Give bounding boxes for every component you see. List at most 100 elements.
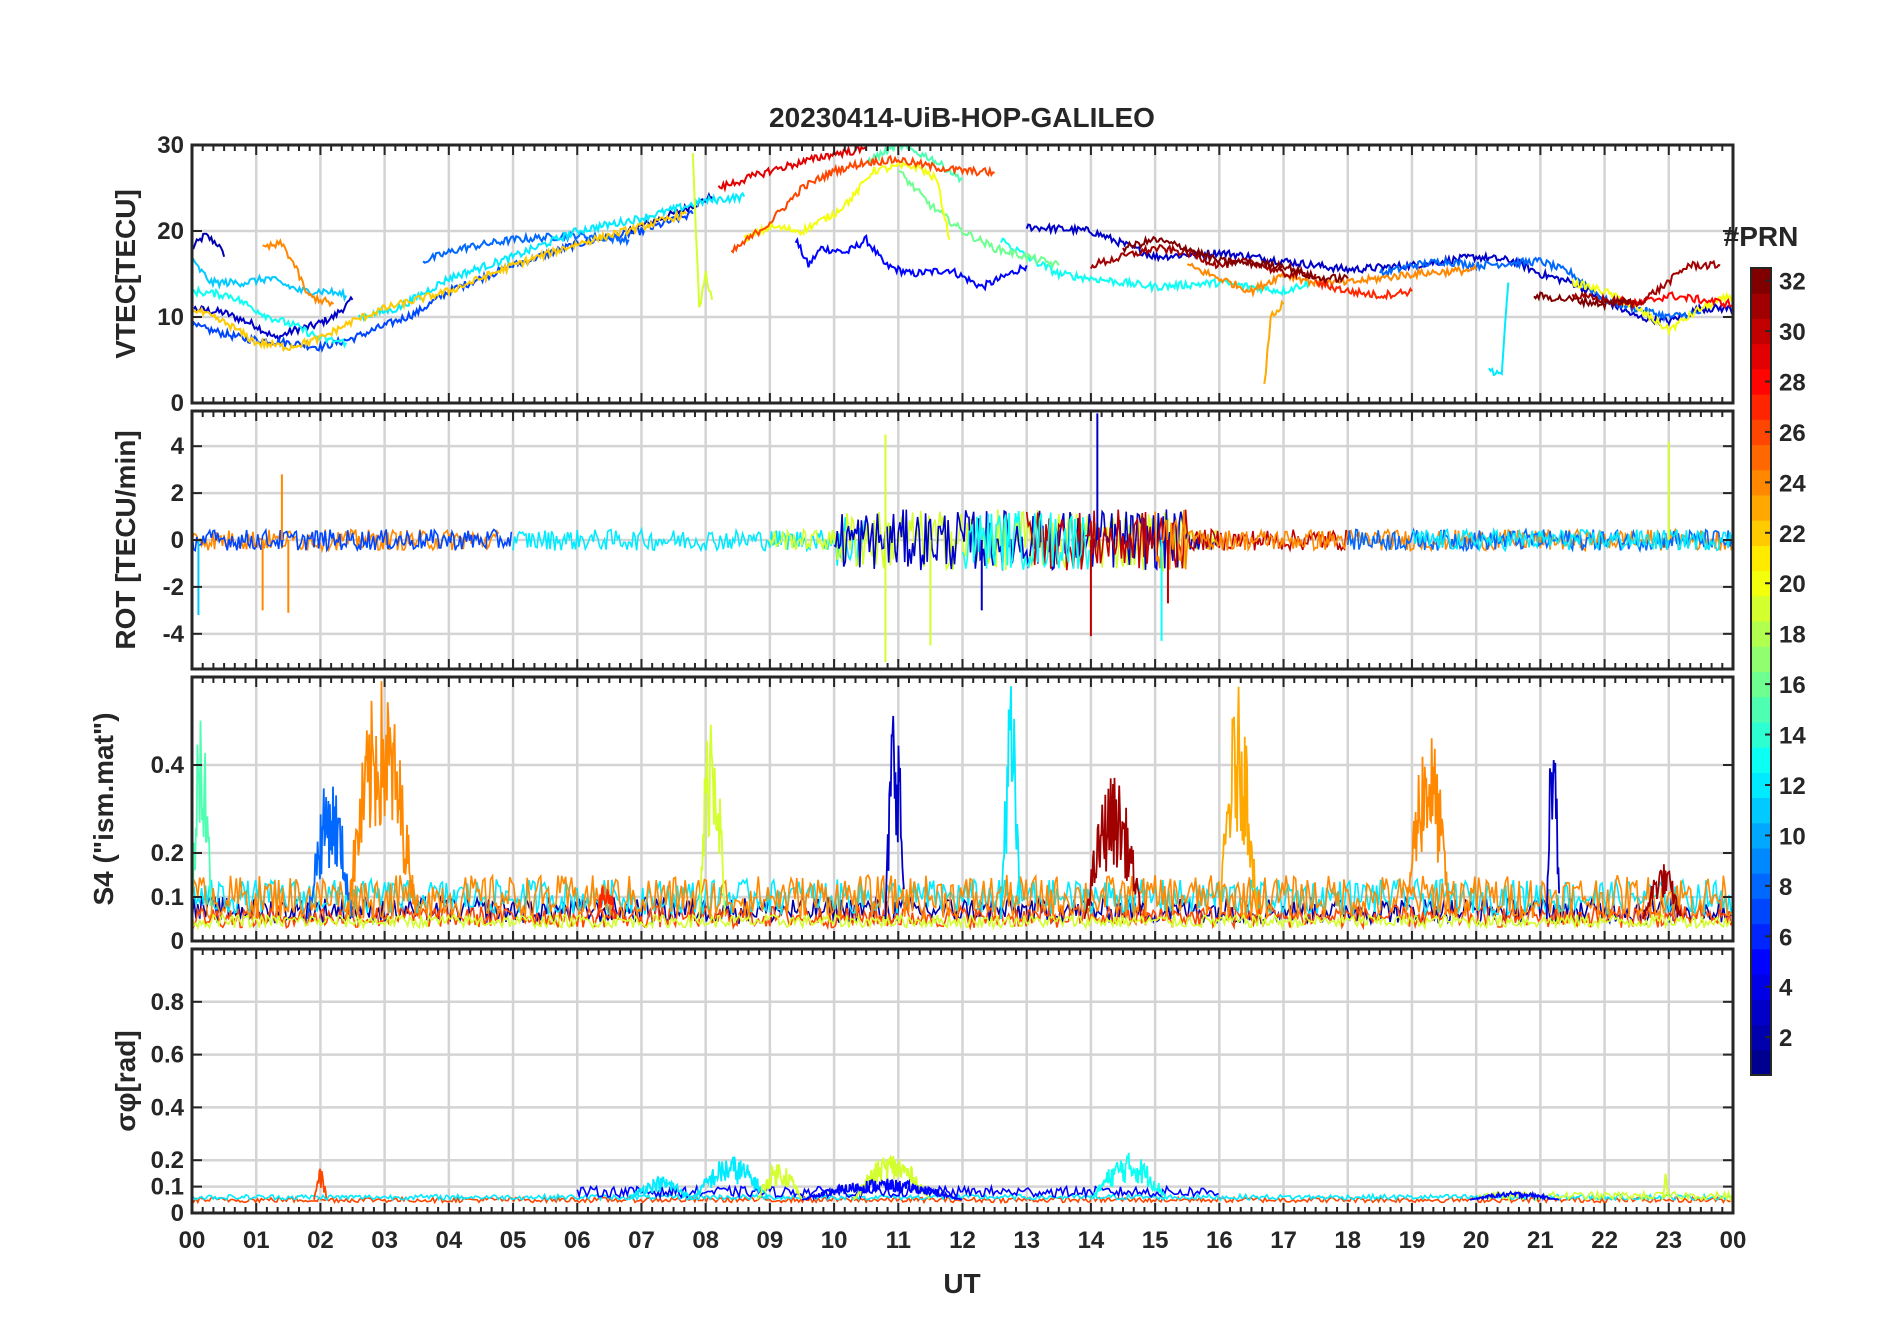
vtec-series-prn-13 [192, 285, 347, 349]
y-tick-label: -4 [163, 621, 185, 648]
colorbar-segment [1751, 873, 1771, 899]
colorbar-segment [1751, 621, 1771, 647]
colorbar-tick-label: 24 [1779, 470, 1806, 497]
y-tick-label: 0.8 [151, 989, 184, 1016]
rot-series-prn-12 [512, 517, 866, 566]
colorbar-tick-label: 22 [1779, 521, 1806, 548]
y-tick-label: 4 [171, 433, 185, 460]
burst-prn-24 [345, 681, 417, 920]
x-tick-label: 06 [564, 1227, 591, 1254]
colorbar-segment [1751, 318, 1771, 345]
colorbar-tick-label: 32 [1779, 269, 1806, 296]
colorbar-segment [1751, 721, 1771, 748]
colorbar-segment [1751, 469, 1771, 496]
x-tick-label: 16 [1206, 1227, 1233, 1254]
rot-series-prn-12 [1411, 526, 1733, 553]
burst-prn-19 [1661, 1173, 1670, 1200]
colorbar-tick-label: 28 [1779, 369, 1806, 396]
x-tick-label: 22 [1591, 1227, 1618, 1254]
vtec-series-prn-12 [1488, 282, 1510, 377]
y-tick-label: 10 [157, 304, 184, 331]
burst-prn-8 [306, 786, 354, 920]
baseline-series-prn-24 [192, 873, 1732, 921]
panel-ticks [191, 949, 1734, 1214]
y-tick-label: 0.4 [151, 752, 185, 779]
vtec-series-prn-16 [898, 170, 1060, 270]
colorbar-tick-label: 18 [1779, 622, 1806, 649]
x-tick-label: 07 [628, 1227, 655, 1254]
colorbar-segment [1751, 1024, 1771, 1051]
x-tick-label: 03 [371, 1227, 398, 1254]
vtec-series-prn-3 [192, 295, 354, 344]
rot-series-prn-3 [833, 509, 1219, 572]
x-tick-label: 02 [307, 1227, 334, 1254]
burst-prn-31 [1642, 864, 1682, 920]
panel-data [192, 1152, 1733, 1205]
vtec-series-prn-12 [358, 191, 746, 323]
colorbar-segment [1751, 747, 1771, 773]
colorbar-segment [1751, 671, 1771, 698]
x-tick-label: 13 [1013, 1227, 1040, 1254]
colorbar-tick-label: 8 [1779, 874, 1792, 901]
colorbar-tick-label: 2 [1779, 1025, 1792, 1052]
y-tick-label: -2 [163, 574, 184, 601]
colorbar-segment [1751, 494, 1771, 521]
colorbar-tick-label: 4 [1779, 975, 1793, 1002]
vtec-series-prn-11 [192, 257, 348, 303]
vtec-series-prn-28 [1616, 291, 1733, 310]
burst-prn-3 [1545, 760, 1560, 920]
x-tick-label: 18 [1334, 1227, 1361, 1254]
y-tick-label: 2 [171, 480, 184, 507]
baseline-series-prn-12 [192, 1192, 1732, 1202]
colorbar-tick-label: 30 [1779, 319, 1806, 346]
vtec-series-prn-13 [1000, 237, 1311, 297]
x-tick-label: 10 [821, 1227, 848, 1254]
colorbar-tick-label: 12 [1779, 773, 1806, 800]
baseline-series-prn-19 [192, 911, 1732, 931]
colorbar-segment [1751, 898, 1771, 925]
x-tick-label: 12 [949, 1227, 976, 1254]
x-tick-label: 05 [500, 1227, 527, 1254]
panel-ticks [191, 411, 1734, 669]
vtec-series-prn-31 [1571, 259, 1721, 311]
rot-series-prn-24 [192, 528, 500, 554]
panel-2: -4 -2 0 2 4 ROT [TECU/min] [110, 409, 1735, 671]
x-tick-label: 00 [1720, 1227, 1747, 1254]
colorbar-segment [1751, 999, 1771, 1026]
x-tick-label: 14 [1078, 1227, 1105, 1254]
y-tick-label: 30 [157, 132, 184, 159]
x-tick-label: 20 [1463, 1227, 1490, 1254]
colorbar-tick-label: 16 [1779, 672, 1806, 699]
y-tick-label: 0.2 [151, 1147, 184, 1174]
x-tick-label: 23 [1655, 1227, 1682, 1254]
colorbar-segment [1751, 520, 1771, 546]
x-tick-labels: 00 01 02 03 04 05 06 07 08 09 10 11 12 13 14 15 16 17 18 19… [179, 1227, 1747, 1254]
vtec-series-prn-26 [730, 154, 995, 254]
colorbar-segment [1751, 394, 1771, 420]
burst-prn-24 [1404, 738, 1452, 920]
x-tick-label: 19 [1399, 1227, 1426, 1254]
rot-series-prn-19 [769, 509, 1219, 572]
colorbar-segment [1751, 948, 1771, 975]
y-tick-label: 20 [157, 218, 184, 245]
vtec-series-prn-32 [1533, 291, 1631, 312]
panel-data [192, 413, 1733, 662]
panel-4: 00.10.2 0.4 0.6 0.8 σφ[rad] [110, 947, 1735, 1227]
panel-data [192, 145, 1733, 385]
panel-1: 0 10 20 30 VTEC[TECU] [110, 132, 1735, 417]
y-axis-label: VTEC[TECU] [110, 189, 141, 359]
vtec-series-prn-31 [1090, 243, 1317, 280]
x-tick-label: 09 [757, 1227, 784, 1254]
colorbar-segment [1751, 797, 1771, 824]
x-axis-label: UT [943, 1268, 980, 1299]
colorbar-tick-label: 26 [1779, 420, 1806, 447]
burst-prn-19 [698, 724, 726, 920]
colorbar-segment [1751, 268, 1771, 294]
y-axis-label: ROT [TECU/min] [110, 430, 141, 649]
colorbar-tick-label: 14 [1779, 723, 1806, 750]
colorbar-frame [1750, 267, 1772, 1076]
colorbar-segment [1751, 419, 1771, 446]
vtec-series-prn-20 [743, 160, 951, 242]
